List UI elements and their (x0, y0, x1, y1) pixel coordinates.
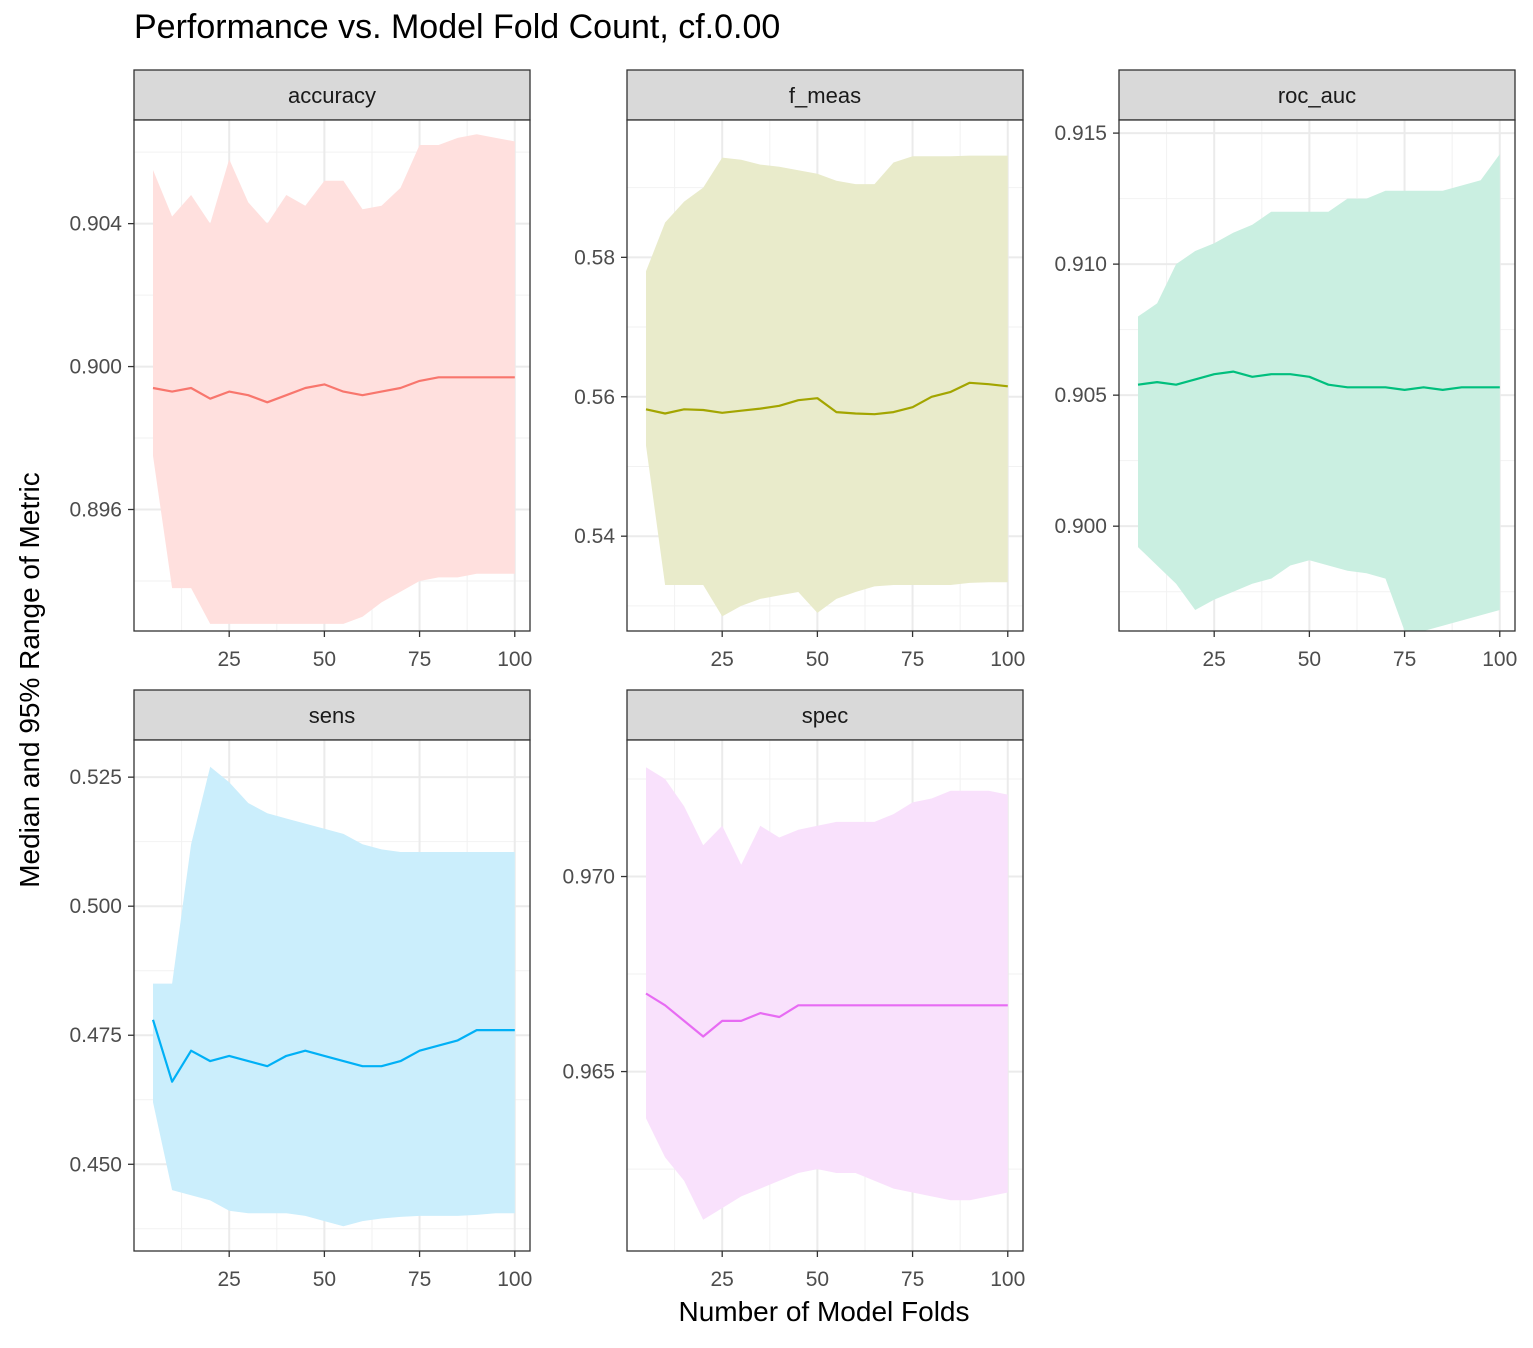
y-tick-label: 0.965 (562, 1061, 615, 1084)
range-ribbon-roc_auc (1138, 154, 1500, 631)
y-tick-label: 0.500 (69, 895, 122, 918)
panel-border (133, 739, 531, 1252)
x-tick-label: 25 (711, 648, 734, 671)
range-ribbon-spec (646, 767, 1008, 1220)
y-tick-label: 0.56 (574, 386, 615, 409)
y-tick-label: 0.475 (69, 1024, 122, 1047)
range-ribbon-f_meas (646, 155, 1008, 617)
y-tick-label: 0.904 (69, 213, 122, 236)
panel-roc_auc: roc_auc 25 50 75 100 0.900 0.905 0.910 0.915 (1054, 69, 1517, 671)
y-tick-label: 0.54 (574, 525, 615, 548)
y-tick-label: 0.58 (574, 246, 615, 269)
strip-sens (133, 689, 531, 741)
strip-f_meas (626, 69, 1024, 121)
y-tick-label: 0.900 (1054, 515, 1107, 538)
panel-border (1118, 119, 1516, 632)
strip-label-spec: spec (802, 703, 848, 728)
y-tick-label: 0.525 (69, 766, 122, 789)
median-line-roc_auc (1137, 370, 1500, 391)
x-tick-label: 25 (218, 648, 241, 671)
chart-title: Performance vs. Model Fold Count, cf.0.0… (134, 8, 781, 46)
x-tick-label: 50 (1298, 648, 1321, 671)
x-tick-label: 100 (1482, 648, 1517, 671)
panel-border (133, 119, 531, 632)
panel-border (626, 119, 1024, 632)
strip-roc_auc (1118, 69, 1516, 121)
x-tick-label: 75 (901, 1268, 924, 1291)
x-tick-label: 75 (901, 648, 924, 671)
x-tick-label: 100 (990, 1268, 1025, 1291)
strip-label-accuracy: accuracy (288, 83, 376, 108)
panel-spec: spec 25 50 75 100 0.965 0.970 (562, 689, 1025, 1291)
y-tick-label: 0.896 (69, 499, 122, 522)
panel-border (626, 739, 1024, 1252)
strip-label-sens: sens (309, 703, 355, 728)
x-tick-label: 100 (497, 1268, 532, 1291)
x-tick-label: 25 (711, 1268, 734, 1291)
x-tick-label: 100 (497, 648, 532, 671)
x-tick-label: 100 (990, 648, 1025, 671)
y-tick-label: 0.970 (562, 866, 615, 889)
median-line-spec (645, 992, 1008, 1038)
x-tick-label: 25 (1203, 648, 1226, 671)
y-tick-label: 0.450 (69, 1153, 122, 1176)
x-tick-label: 75 (1393, 648, 1416, 671)
strip-label-roc_auc: roc_auc (1278, 83, 1356, 108)
panel-sens: sens 25 50 75 100 0.450 0.475 0.500 0.525 (69, 689, 532, 1291)
x-tick-label: 75 (408, 648, 431, 671)
x-tick-label: 50 (806, 1268, 829, 1291)
strip-label-f_meas: f_meas (789, 83, 861, 108)
x-tick-label: 50 (313, 648, 336, 671)
y-tick-label: 0.915 (1054, 122, 1107, 145)
x-tick-label: 50 (806, 648, 829, 671)
median-line-accuracy (152, 376, 515, 404)
y-tick-label: 0.910 (1054, 253, 1107, 276)
x-tick-label: 50 (313, 1268, 336, 1291)
y-tick-label: 0.905 (1054, 384, 1107, 407)
y-tick-label: 0.900 (69, 356, 122, 379)
x-tick-label: 25 (218, 1268, 241, 1291)
range-ribbon-accuracy (153, 134, 515, 624)
median-line-sens (151, 1019, 515, 1083)
panel-accuracy: accuracy 25 50 75 100 0.896 0.900 0.904 (69, 69, 532, 671)
x-tick-label: 75 (408, 1268, 431, 1291)
median-line-f_meas (645, 381, 1008, 416)
range-ribbon-sens (153, 766, 515, 1227)
x-axis-title: Number of Model Folds (678, 1296, 970, 1327)
panel-f_meas: f_meas 25 50 75 100 0.54 0.56 0.58 (574, 69, 1025, 671)
